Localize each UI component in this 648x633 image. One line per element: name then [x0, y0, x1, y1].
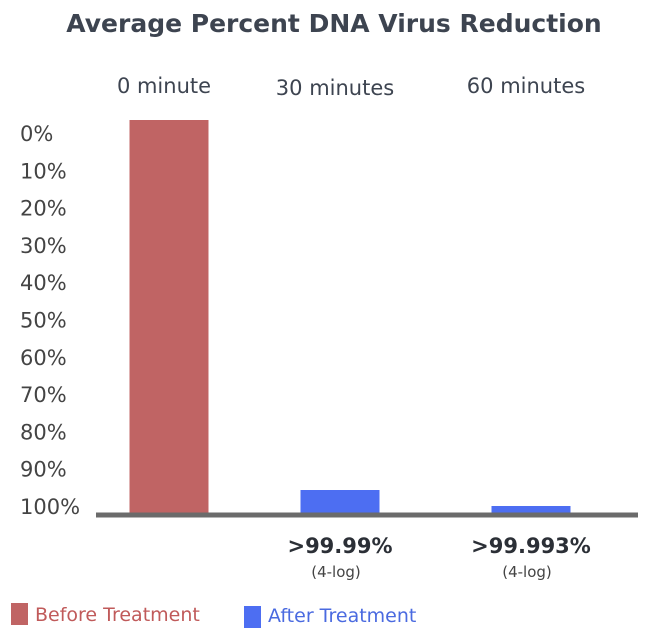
bars: [129, 120, 571, 514]
y-tick-label: 100%: [20, 495, 80, 519]
y-tick-label: 70%: [20, 383, 67, 407]
chart-title: Average Percent DNA Virus Reduction: [66, 9, 601, 38]
y-tick-label: 10%: [20, 159, 67, 183]
y-tick-label: 0%: [20, 122, 53, 146]
y-tick-label: 60%: [20, 346, 67, 370]
bar-before-treatment: [129, 120, 209, 514]
legend-label-before: Before Treatment: [35, 604, 200, 626]
legend-swatch-after: [244, 606, 261, 628]
y-tick-label: 30%: [20, 234, 67, 258]
y-axis-tick-labels: 0% 10% 20% 30% 40% 50% 60% 70% 80% 90% 100%: [20, 122, 80, 519]
category-label: 60 minutes: [467, 74, 585, 98]
legend-label-after: After Treatment: [268, 605, 416, 627]
legend-swatch-before: [11, 603, 28, 625]
y-tick-label: 90%: [20, 458, 67, 482]
bar-after-treatment: [300, 490, 380, 514]
data-label-main: >99.99%: [287, 534, 392, 558]
data-label-sub: (4-log): [502, 563, 552, 581]
bar-after-treatment: [491, 506, 571, 514]
y-tick-label: 20%: [20, 197, 67, 221]
y-tick-label: 50%: [20, 309, 67, 333]
data-label-main: >99.993%: [471, 534, 591, 558]
legend: Before Treatment After Treatment: [11, 603, 416, 628]
y-tick-label: 40%: [20, 271, 67, 295]
data-labels: >99.99% (4-log) >99.993% (4-log): [287, 534, 590, 581]
data-label-sub: (4-log): [311, 563, 361, 581]
category-label: 30 minutes: [276, 76, 394, 100]
category-label: 0 minute: [117, 74, 211, 98]
category-labels: 0 minute 30 minutes 60 minutes: [117, 74, 585, 100]
y-tick-label: 80%: [20, 420, 67, 444]
